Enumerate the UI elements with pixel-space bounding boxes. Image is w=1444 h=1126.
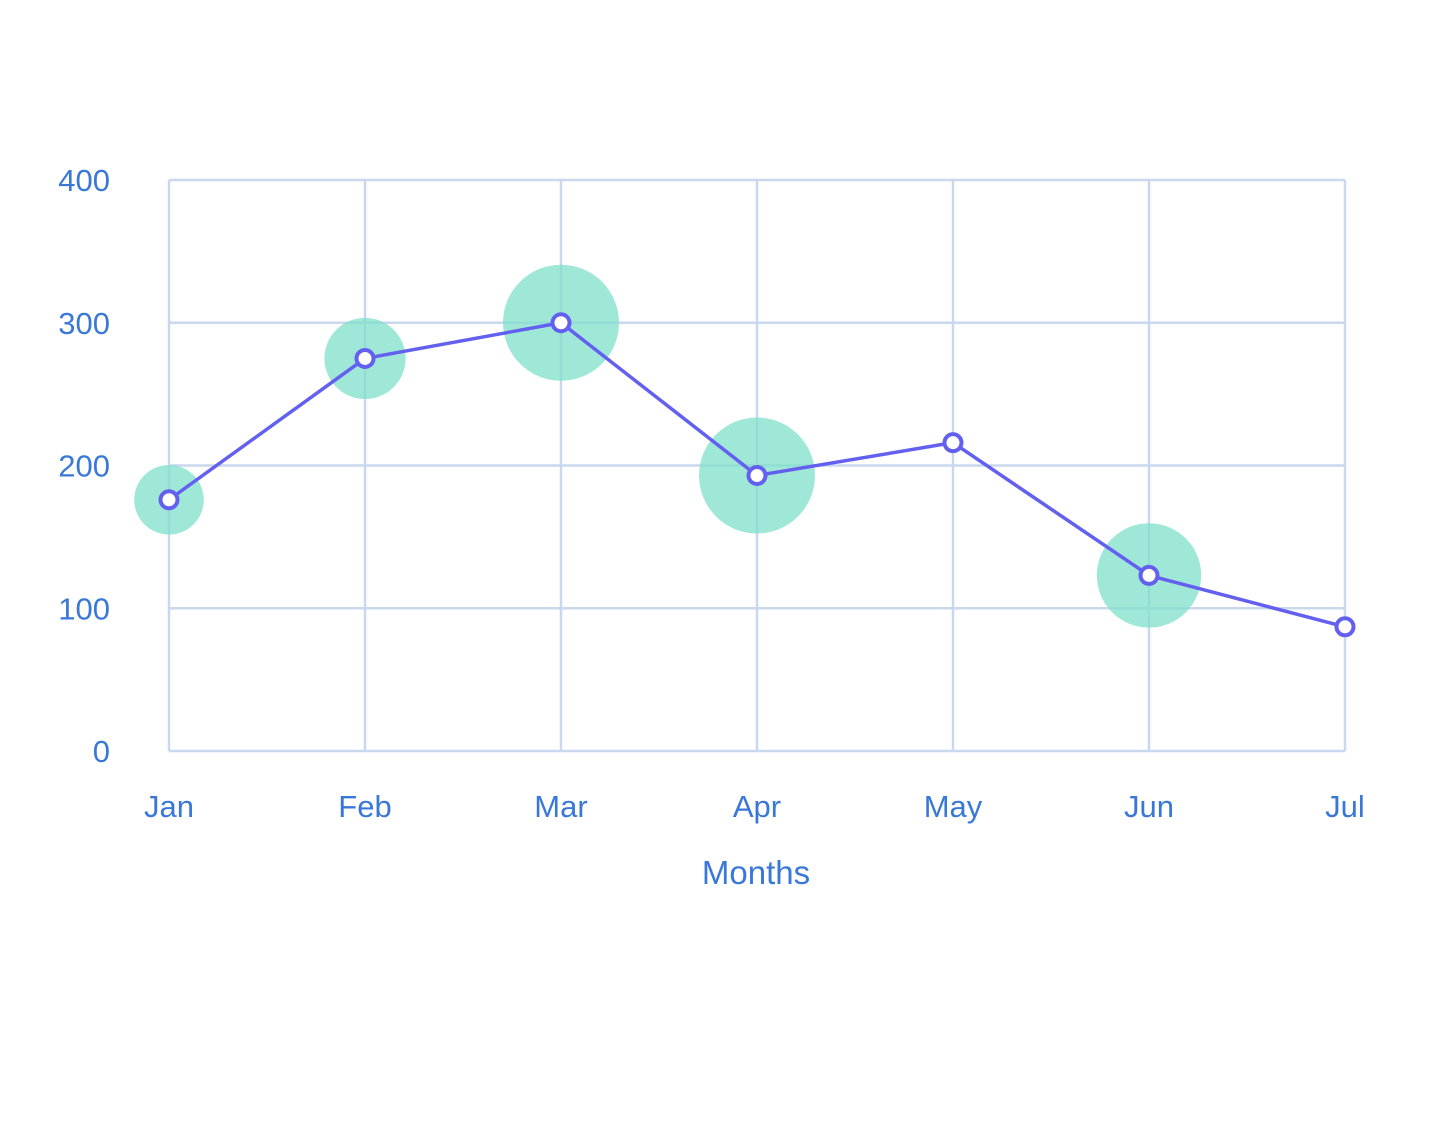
x-tick-label: Jul: [1325, 789, 1365, 824]
data-point-mar[interactable]: [550, 312, 572, 334]
point-layer: [158, 312, 1356, 638]
bubble-layer: [134, 264, 1202, 628]
y-tick-label: 0: [93, 734, 110, 769]
data-point-apr[interactable]: [746, 464, 768, 486]
data-point-jan[interactable]: [158, 489, 180, 511]
y-tick-label: 300: [58, 306, 110, 341]
data-point-jul[interactable]: [1334, 616, 1356, 638]
y-tick-label: 200: [58, 449, 110, 484]
data-point-may[interactable]: [942, 432, 964, 454]
x-tick-label: Jun: [1124, 789, 1174, 824]
data-point-feb[interactable]: [354, 347, 376, 369]
y-tick-label: 100: [58, 591, 110, 626]
x-tick-label: May: [924, 789, 983, 824]
y-axis-ticks: 0 100 200 300 400: [58, 163, 110, 769]
data-point-jun[interactable]: [1138, 564, 1160, 586]
x-tick-label: Feb: [338, 789, 391, 824]
x-axis-title: Months: [702, 854, 810, 891]
x-tick-label: Apr: [733, 789, 781, 824]
x-tick-label: Mar: [534, 789, 587, 824]
y-tick-label: 400: [58, 163, 110, 198]
x-tick-label: Jan: [144, 789, 194, 824]
x-axis-ticks: Jan Feb Mar Apr May Jun Jul: [144, 789, 1365, 824]
